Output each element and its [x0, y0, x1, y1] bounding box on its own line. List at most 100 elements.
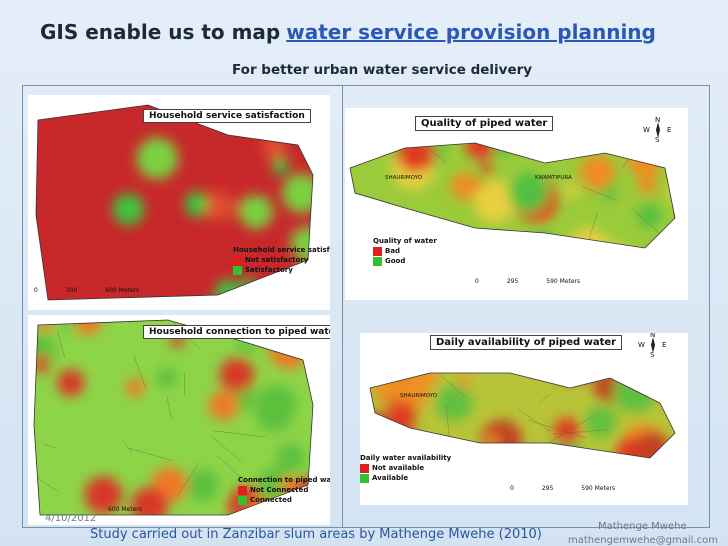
- legend-item: Not Connected: [238, 485, 330, 495]
- street: [199, 131, 258, 155]
- legend-label: Good: [385, 257, 406, 265]
- street: [672, 213, 675, 239]
- street: [311, 157, 313, 181]
- scale-label: 0: [34, 287, 38, 294]
- heat-blob: [637, 203, 661, 227]
- heat-blob: [525, 461, 551, 487]
- street: [56, 330, 65, 358]
- street: [133, 354, 146, 389]
- map-title: Quality of piped water: [415, 116, 554, 131]
- street: [215, 454, 241, 478]
- heat-blob: [568, 373, 589, 382]
- scale-label: 300: [65, 287, 78, 294]
- legend-swatch: [238, 495, 247, 505]
- street: [440, 375, 467, 398]
- heat-layer: [36, 105, 313, 310]
- heat-blob: [272, 157, 290, 175]
- heat-blob: [239, 194, 273, 229]
- heat-blob: [485, 434, 500, 448]
- scale-label: 295: [506, 278, 519, 285]
- street: [85, 303, 93, 310]
- compass-star: [651, 337, 655, 353]
- legend-swatch: [238, 485, 247, 495]
- heat-blob: [614, 287, 631, 300]
- heat-blob: [435, 384, 473, 422]
- heat-blob: [370, 429, 395, 456]
- heat-blob: [592, 108, 614, 124]
- heat-blob: [311, 341, 313, 375]
- legend-swatch: [373, 256, 382, 266]
- heat-blob: [579, 154, 615, 190]
- legend-label: Connected: [250, 496, 292, 504]
- content-frame: [22, 85, 710, 528]
- map-panel: Household service satisfaction Household …: [28, 95, 330, 310]
- street: [527, 419, 588, 439]
- legend-title: Household service satisfaction: [233, 246, 330, 254]
- heat-blob: [612, 373, 657, 413]
- map: [35, 104, 314, 310]
- date: 4/10/2012: [45, 513, 97, 524]
- heat-blob: [589, 479, 619, 505]
- scale-label: 590 Meters: [581, 485, 616, 492]
- compass-label: E: [662, 341, 667, 349]
- compass-label: S: [655, 136, 660, 144]
- title-link[interactable]: water service provision planning: [286, 20, 656, 44]
- street: [664, 335, 688, 350]
- scale-label: 600 Meters: [105, 287, 140, 294]
- heat-blob: [598, 241, 625, 248]
- heat-blob: [130, 486, 169, 515]
- map: [369, 335, 688, 505]
- heat-blob: [450, 172, 479, 201]
- scale-label: 0: [510, 485, 514, 492]
- street: [560, 111, 597, 119]
- heat-blob: [34, 354, 50, 373]
- legend-label: Not Connected: [250, 486, 309, 494]
- legend-label: Satisfactory: [245, 266, 293, 274]
- legend-label: Bad: [385, 247, 401, 255]
- street: [350, 225, 361, 234]
- subtitle: For better urban water service delivery: [232, 62, 533, 78]
- street: [543, 254, 582, 280]
- heat-blob: [241, 276, 256, 291]
- title-text: GIS enable us to map: [40, 20, 281, 44]
- street: [122, 222, 167, 261]
- map-title: Daily availability of piped water: [430, 335, 623, 350]
- street: [582, 143, 603, 153]
- legend-item: Satisfactory: [233, 265, 330, 275]
- legend-swatch: [233, 265, 242, 275]
- street: [279, 145, 295, 182]
- heat-blob: [262, 135, 287, 160]
- scale-label: 0: [475, 278, 479, 285]
- heat-blob: [541, 255, 582, 296]
- heat-blob: [508, 173, 549, 214]
- heat-blob: [626, 251, 670, 295]
- map-title: Household service satisfaction: [143, 109, 311, 123]
- heat-blob: [607, 263, 648, 300]
- heat-blob: [281, 173, 313, 214]
- map-panel: Household connection to piped water Conne…: [28, 315, 330, 525]
- legend-label: Available: [372, 474, 409, 482]
- street: [294, 286, 313, 300]
- map-outline: [349, 142, 676, 249]
- study-note: Study carried out in Zanzibar slum areas…: [90, 527, 542, 542]
- place-label: SHAURIMOYO: [385, 175, 423, 182]
- heat-blob: [365, 121, 380, 136]
- heat-blob: [664, 337, 682, 355]
- heat-blob: [219, 357, 255, 393]
- heat-blob: [522, 229, 557, 248]
- heat-blob: [395, 374, 430, 410]
- heat-blob: [642, 245, 675, 248]
- place-label: KWAMTIPURA: [535, 175, 572, 182]
- heat-blob: [214, 279, 243, 300]
- heat-blob: [208, 390, 239, 421]
- heat-blob: [473, 180, 517, 223]
- place-label: SHAURIMOYO: [400, 393, 438, 400]
- compass-star: [656, 122, 660, 138]
- compass-label: N: [655, 116, 661, 124]
- legend-swatch: [360, 463, 369, 473]
- heat-blob: [186, 469, 219, 502]
- street: [541, 476, 583, 484]
- heat-blob: [57, 369, 85, 397]
- scale-label: 590 Meters: [546, 278, 581, 285]
- heat-blob: [595, 373, 634, 384]
